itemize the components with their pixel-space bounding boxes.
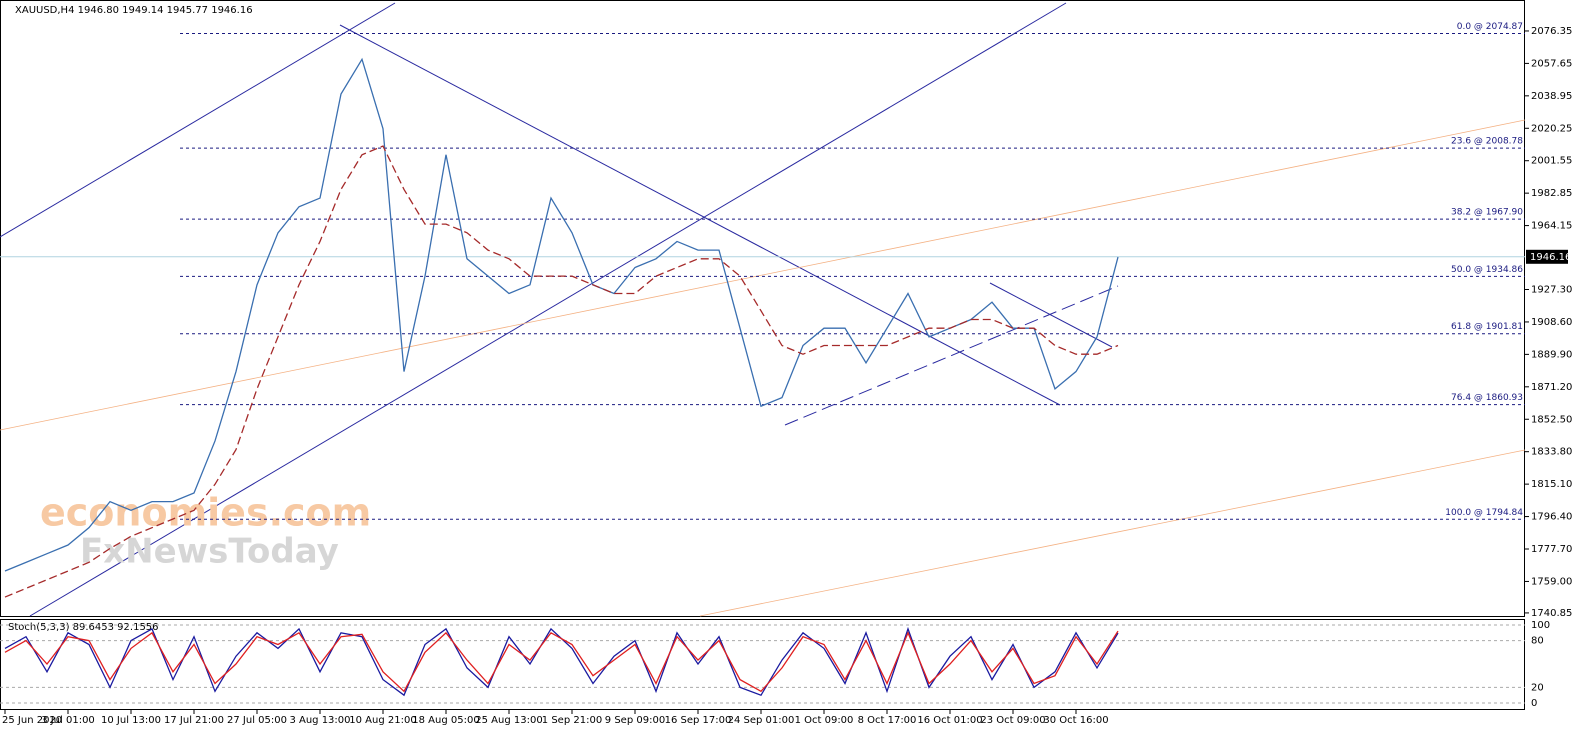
y-tick-label: 1871.20 — [1531, 382, 1572, 393]
fib-label: 100.0 @ 1794.84 — [1445, 508, 1523, 518]
y-tick-label: 1908.60 — [1531, 317, 1572, 328]
fib-label: 23.6 @ 2008.78 — [1451, 137, 1523, 147]
y-tick-label: 80 — [1531, 636, 1544, 647]
fib-label: 61.8 @ 1901.81 — [1451, 322, 1523, 332]
fib-label: 0.0 @ 2074.87 — [1457, 22, 1523, 32]
current-price-box — [1526, 249, 1568, 264]
y-tick-label: 1759.00 — [1531, 576, 1572, 587]
x-tick-label: 8 Oct 17:00 — [858, 715, 917, 726]
y-tick-label: 2038.95 — [1531, 91, 1572, 102]
series-line — [4, 57, 1119, 572]
y-tick-label: 1815.10 — [1531, 479, 1572, 490]
y-tick-label: 100 — [1531, 620, 1550, 631]
y-tick-label: 2057.65 — [1531, 58, 1572, 69]
x-tick-label: 3 Aug 13:00 — [289, 715, 350, 726]
y-tick-label: 1777.70 — [1531, 544, 1572, 555]
y-tick-label: 1889.90 — [1531, 349, 1572, 360]
y-tick-label: 2020.25 — [1531, 123, 1572, 134]
fib-label: 50.0 @ 1934.86 — [1451, 265, 1523, 275]
x-tick-label: 10 Aug 21:00 — [349, 715, 416, 726]
x-tick-label: 25 Jun 2020 — [2, 715, 62, 726]
x-tick-label: 25 Aug 13:00 — [475, 715, 542, 726]
main-frame — [0, 0, 1525, 617]
y-tick-label: 1982.85 — [1531, 188, 1572, 199]
y-tick-label: 1927.30 — [1531, 285, 1572, 296]
watermark: FxNewsToday — [80, 532, 339, 572]
x-tick-label: 9 Sep 09:00 — [605, 715, 665, 726]
fib-label: 76.4 @ 1860.93 — [1451, 393, 1523, 403]
x-tick-label: 16 Sep 17:00 — [665, 715, 732, 726]
x-tick-label: 18 Aug 05:00 — [412, 715, 479, 726]
y-tick-label: 2001.55 — [1531, 156, 1572, 167]
x-tick-label: 1 Oct 09:00 — [795, 715, 854, 726]
y-tick-label: 1833.80 — [1531, 447, 1572, 458]
y-tick-label: 0 — [1531, 698, 1537, 709]
y-tick-label: 1852.50 — [1531, 414, 1572, 425]
x-tick-label: 23 Oct 09:00 — [980, 715, 1045, 726]
stoch-title: Stoch(5,3,3) 89.6453 92.1556 — [8, 622, 159, 633]
x-tick-label: 16 Oct 01:00 — [917, 715, 982, 726]
y-tick-label: 2076.35 — [1531, 26, 1572, 37]
y-tick-label: 1740.85 — [1531, 608, 1572, 619]
trend-lines — [0, 2, 1526, 617]
watermark: economies.com — [40, 491, 371, 535]
current-price-label: 1946.16 — [1530, 252, 1571, 263]
series-line — [4, 145, 1119, 598]
y-tick-label: 1964.15 — [1531, 221, 1572, 232]
stoch-frame — [0, 619, 1525, 710]
fib-label: 38.2 @ 1967.90 — [1451, 208, 1523, 218]
chart-title: XAUUSD,H4 1946.80 1949.14 1945.77 1946.1… — [15, 5, 253, 16]
x-tick-label: 17 Jul 21:00 — [164, 715, 224, 726]
x-tick-label: 1 Sep 21:00 — [542, 715, 602, 726]
y-tick-label: 20 — [1531, 682, 1544, 693]
y-tick-label: 1796.40 — [1531, 512, 1572, 523]
x-tick-label: 27 Jul 05:00 — [227, 715, 287, 726]
x-tick-label: 3 Jul 01:00 — [41, 715, 95, 726]
x-tick-label: 24 Sep 01:00 — [728, 715, 795, 726]
x-tick-label: 10 Jul 13:00 — [101, 715, 161, 726]
series-line — [4, 630, 1119, 693]
x-tick-label: 30 Oct 16:00 — [1043, 715, 1108, 726]
